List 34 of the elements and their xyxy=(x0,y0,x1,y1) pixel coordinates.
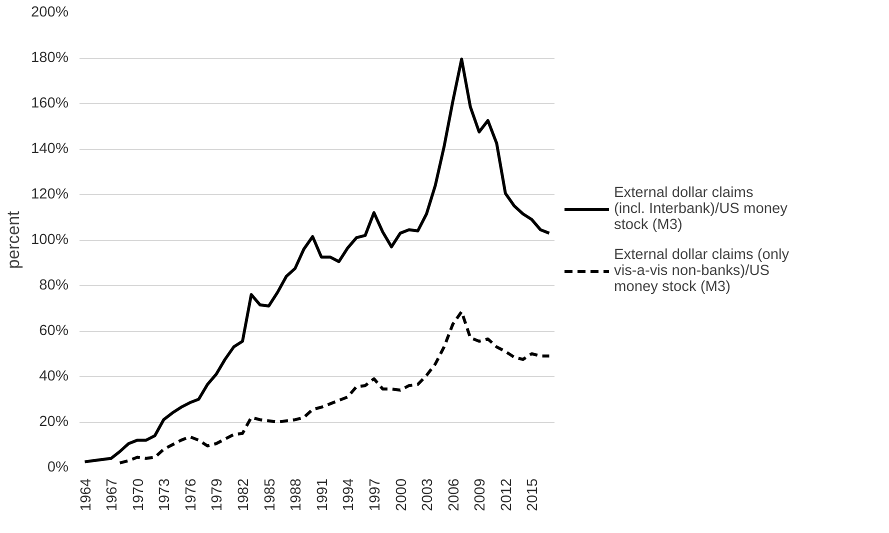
x-tick-label: 1994 xyxy=(341,478,358,512)
y-tick-label: 200% xyxy=(31,4,69,20)
x-tick-label: 2012 xyxy=(498,478,515,512)
legend-label: External dollar claims (incl. Interbank)/US money stock (M3) xyxy=(614,184,788,232)
x-tick-label: 1991 xyxy=(314,478,331,512)
y-tick-label: 80% xyxy=(39,278,69,294)
x-tick-label: 1967 xyxy=(104,478,121,512)
y-tick-label: 160% xyxy=(31,96,69,112)
y-tick-label: 120% xyxy=(31,186,69,202)
x-tick-label: 1973 xyxy=(157,478,174,512)
x-tick-label: 2006 xyxy=(446,478,462,512)
x-tick-label: 1979 xyxy=(210,478,226,512)
y-tick-label: 0% xyxy=(47,460,69,476)
y-tick-label: 60% xyxy=(39,323,69,339)
x-tick-label: 1964 xyxy=(78,478,94,512)
x-tick-label: 2000 xyxy=(394,478,410,512)
x-tick-label: 2009 xyxy=(472,478,489,512)
x-tick-label: 2015 xyxy=(525,478,542,512)
x-tick-label: 1982 xyxy=(236,478,252,512)
legend-label: External dollar claims (only vis-a-vis non-banks)/US money stock (M3) xyxy=(614,246,790,294)
x-tick-label: 1970 xyxy=(130,478,147,512)
x-tick-label: 1976 xyxy=(183,478,200,512)
x-tick-label: 1988 xyxy=(288,478,305,512)
y-tick-label: 20% xyxy=(39,414,69,430)
y-tick-label: 140% xyxy=(31,141,69,157)
y-axis-title: percent xyxy=(3,210,24,269)
y-tick-label: 180% xyxy=(31,50,69,66)
line-series xyxy=(118,310,551,464)
x-tick-label: 1985 xyxy=(262,478,278,512)
y-tick-label: 100% xyxy=(31,232,69,248)
line-series xyxy=(83,58,551,464)
y-tick-label: 40% xyxy=(39,368,69,384)
x-tick-label: 1997 xyxy=(367,478,384,512)
x-tick-label: 2003 xyxy=(420,478,436,512)
